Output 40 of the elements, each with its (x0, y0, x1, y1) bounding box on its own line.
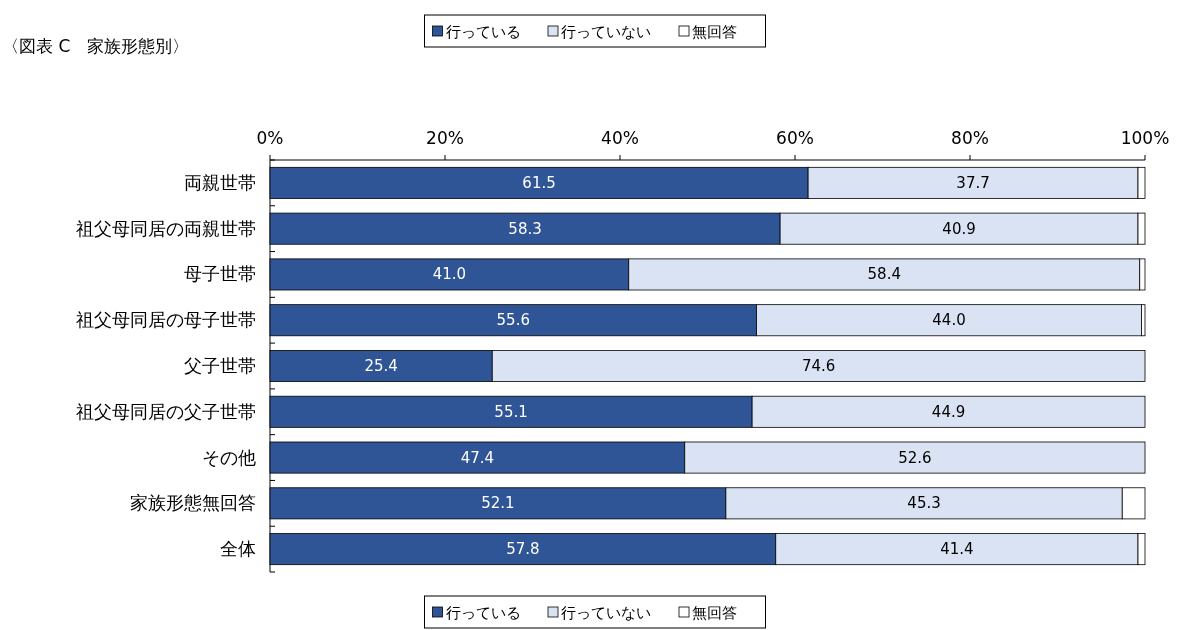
y-tick-label: 祖父母同居の両親世帯 (76, 217, 256, 239)
data-label: 74.6 (801, 357, 836, 375)
y-tick-label: その他 (202, 446, 256, 468)
data-label: 44.9 (931, 402, 966, 421)
text: 無回答 (692, 23, 737, 41)
data-label: 55.6 (496, 311, 530, 330)
x-tick-label: 0% (256, 128, 284, 148)
y-tick-label: 父子世帯 (184, 355, 256, 376)
data-label: 52.1 (481, 494, 515, 513)
data-label: 44.0 (932, 311, 966, 330)
y-tick-label: 全体 (220, 538, 256, 560)
y-tick-label: 両親世帯 (184, 171, 256, 193)
data-label: 47.4 (460, 448, 495, 467)
y-tick-label: 母子世帯 (184, 263, 256, 285)
y-tick-label: 祖父母同居の父子世帯 (76, 400, 256, 422)
data-label: 52.6 (898, 448, 932, 467)
data-label: 41.0 (432, 265, 467, 284)
x-tick-label: 40% (601, 128, 639, 148)
x-tick-label: 60% (776, 128, 814, 148)
x-tick-label: 20% (426, 128, 464, 148)
data-label: 55.1 (494, 402, 528, 421)
x-tick-label: 80% (951, 128, 989, 148)
data-label: 58.4 (867, 265, 901, 284)
data-label: 57.8 (506, 540, 540, 559)
legend-label: 行っている (445, 604, 521, 622)
text: 行っている (445, 23, 521, 41)
text: 〈図表 C 家族形態別〉 (2, 36, 190, 56)
data-label: 45.3 (907, 494, 941, 513)
data-label: 25.4 (364, 357, 398, 375)
y-tick-label: 祖父母同居の母子世帯 (76, 309, 256, 331)
y-tick-label: 家族形態無回答 (130, 492, 256, 514)
data-label: 58.3 (508, 219, 542, 238)
text: 行っていない (561, 23, 651, 41)
legend-label: 無回答 (692, 604, 737, 622)
data-label: 41.4 (940, 540, 974, 559)
data-label: 37.7 (956, 173, 990, 192)
x-tick-label: 100% (1120, 128, 1170, 148)
legend-label: 行っていない (561, 604, 651, 622)
data-label: 61.5 (522, 173, 556, 192)
data-label: 40.9 (942, 219, 976, 238)
